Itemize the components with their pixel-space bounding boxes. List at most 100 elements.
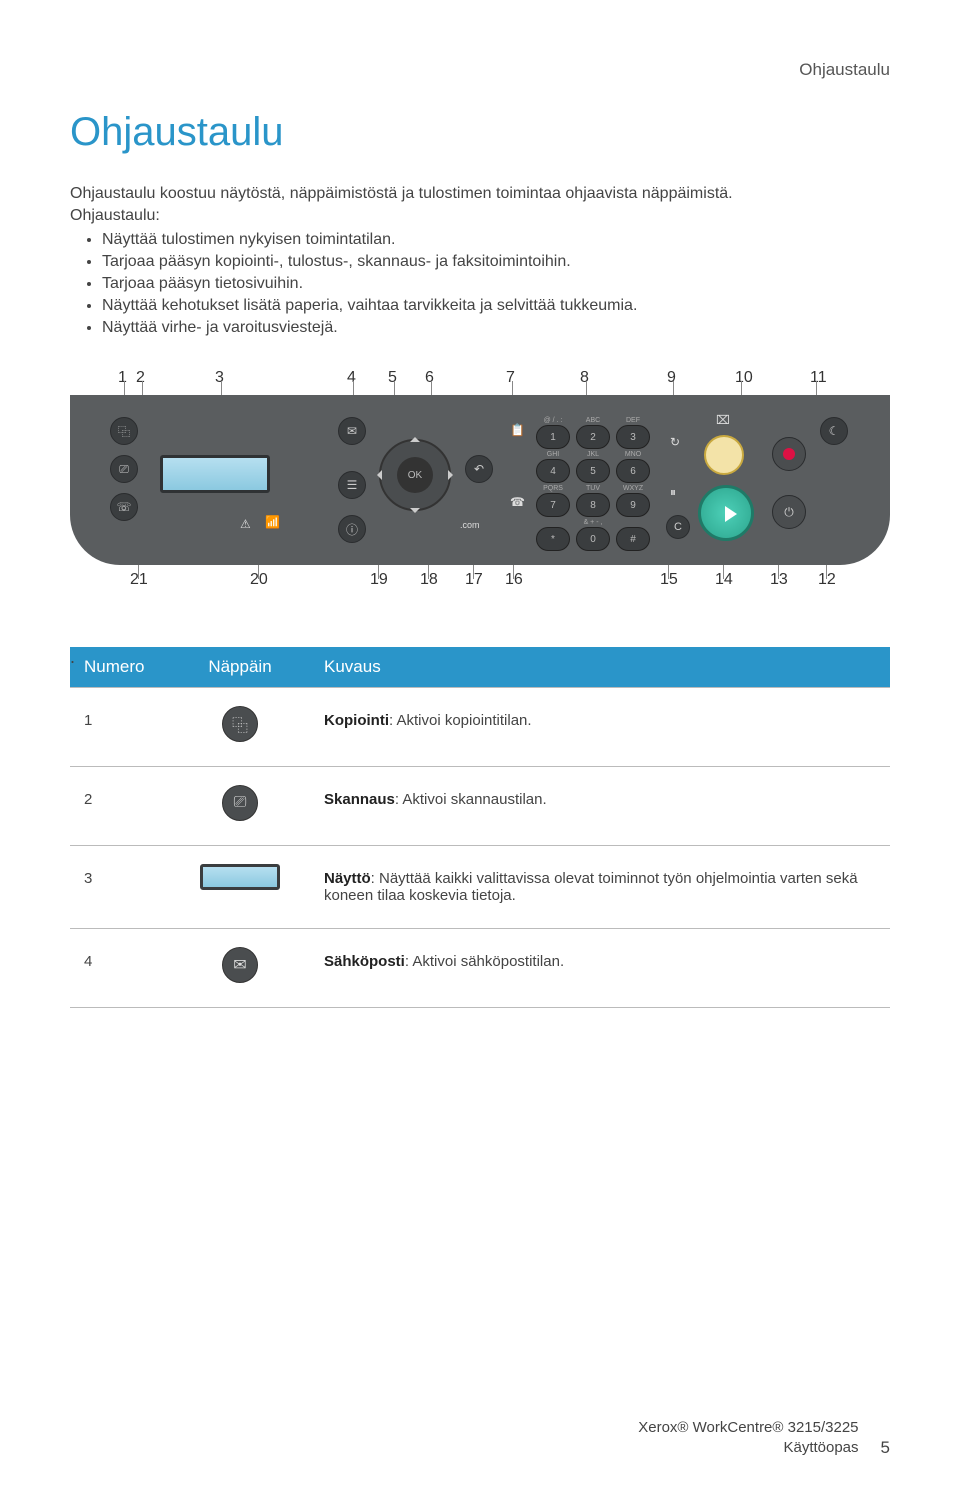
cell-number: 1 xyxy=(70,688,170,767)
callout-number: 17 xyxy=(465,571,483,589)
callout-number: 11 xyxy=(810,369,827,387)
clear-all-icon: ⌧ xyxy=(716,413,730,427)
email-icon: ✉ xyxy=(338,417,366,445)
info-icon: ⓘ xyxy=(338,515,366,543)
com-label: .com xyxy=(460,520,480,530)
keypad-key: * xyxy=(536,527,570,551)
redial-icon: ↻ xyxy=(670,435,680,449)
bottom-callouts: 21201918171615141312 xyxy=(70,571,890,597)
keypad-key: 4 xyxy=(536,459,570,483)
th-button: Näppäin xyxy=(170,647,310,688)
bullet-item: Tarjoaa pääsyn tietosivuihin. xyxy=(102,273,890,295)
cell-description: Näyttö: Näyttää kaikki valittavissa olev… xyxy=(310,846,890,929)
warning-icon: ⚠ xyxy=(240,517,251,531)
cell-icon: ⿻ xyxy=(170,688,310,767)
callout-number: 16 xyxy=(505,571,523,589)
callout-number: 9 xyxy=(667,369,676,387)
callout-number: 7 xyxy=(506,369,515,387)
power-button: ⏻ xyxy=(772,495,806,529)
keypad-key: 1 xyxy=(536,425,570,449)
callout-number: 12 xyxy=(818,571,836,589)
down-arrow-icon xyxy=(410,508,420,518)
cancel-red-button xyxy=(772,437,806,471)
keypad-key: 5 xyxy=(576,459,610,483)
callout-number: 19 xyxy=(370,571,388,589)
callout-number: 13 xyxy=(770,571,788,589)
cell-description: Sähköposti: Aktivoi sähköpostitilan. xyxy=(310,929,890,1008)
nav-ring: OK xyxy=(370,430,460,520)
footer-product: Xerox® WorkCentre® 3215/3225 xyxy=(638,1418,858,1438)
up-arrow-icon xyxy=(410,432,420,442)
period-marker: . xyxy=(70,647,75,668)
table-row: 3 Näyttö: Näyttää kaikki valittavissa ole… xyxy=(70,846,890,929)
bullet-list: Näyttää tulostimen nykyisen toimintatila… xyxy=(70,229,890,339)
page-footer: Xerox® WorkCentre® 3215/3225 Käyttöopas … xyxy=(70,1418,890,1459)
table-row: 2 ⎚ Skannaus: Aktivoi skannaustilan. xyxy=(70,767,890,846)
page-title: Ohjaustaulu xyxy=(70,110,890,155)
keypad-key: 9 xyxy=(616,493,650,517)
callout-number: 4 xyxy=(347,369,356,387)
bullet-item: Tarjoaa pääsyn kopiointi-, tulostus-, sk… xyxy=(102,251,890,273)
start-button xyxy=(698,485,754,541)
callout-number: 10 xyxy=(735,369,753,387)
cell-icon: ⎚ xyxy=(170,767,310,846)
intro-sub: Ohjaustaulu: xyxy=(70,207,890,225)
bullet-item: Näyttää tulostimen nykyisen toimintatila… xyxy=(102,229,890,251)
intro-text: Ohjaustaulu koostuu näytöstä, näppäimist… xyxy=(70,185,890,203)
eco-icon: ☾ xyxy=(820,417,848,445)
display-screen xyxy=(160,455,270,493)
menu-icon: ☰ xyxy=(338,471,366,499)
bullet-item: Näyttää virhe- ja varoitusviestejä. xyxy=(102,317,890,339)
cell-icon: ✉ xyxy=(170,929,310,1008)
copy-icon: ⿻ xyxy=(222,706,258,742)
footer-doc: Käyttöopas xyxy=(638,1438,858,1458)
scan-icon: ⎚ xyxy=(222,785,258,821)
top-callouts: 12 3 4 5 6 7 8 9 10 11 xyxy=(70,369,890,395)
cell-number: 2 xyxy=(70,767,170,846)
callout-number: 8 xyxy=(580,369,589,387)
cell-description: Skannaus: Aktivoi skannaustilan. xyxy=(310,767,890,846)
th-description: Kuvaus xyxy=(310,647,890,688)
bullet-item: Näyttää kehotukset lisätä paperia, vaiht… xyxy=(102,295,890,317)
callout-number: 1 xyxy=(118,369,127,387)
keypad-key: # xyxy=(616,527,650,551)
callout-number: 14 xyxy=(715,571,733,589)
copy-icon: ⿻ xyxy=(110,417,138,445)
email-icon: ✉ xyxy=(222,947,258,983)
keypad-key: 7 xyxy=(536,493,570,517)
callout-number: 3 xyxy=(215,369,224,387)
callout-number: 20 xyxy=(250,571,268,589)
keypad-key: 2 xyxy=(576,425,610,449)
keypad-key: 3 xyxy=(616,425,650,449)
cell-number: 4 xyxy=(70,929,170,1008)
clipboard-icon: 📋 xyxy=(510,423,525,437)
callout-number: 18 xyxy=(420,571,438,589)
back-icon: ↶ xyxy=(465,455,493,483)
callout-number: 21 xyxy=(130,571,148,589)
footer-page-number: 5 xyxy=(881,1438,890,1458)
keypad-key: 0 xyxy=(576,527,610,551)
keypad: @ / . :1ABC2DEF3GHI4JKL5MNO6PQRS7TUV8WXY… xyxy=(535,417,655,551)
running-header: Ohjaustaulu xyxy=(70,60,890,80)
keypad-key: 8 xyxy=(576,493,610,517)
callout-number: 2 xyxy=(136,369,145,387)
table-row: 4 ✉ Sähköposti: Aktivoi sähköpostitilan. xyxy=(70,929,890,1008)
fax-icon: ☏ xyxy=(110,493,138,521)
stop-button xyxy=(704,435,744,475)
cell-icon xyxy=(170,846,310,929)
callout-number: 6 xyxy=(425,369,434,387)
th-number: Numero xyxy=(70,647,170,688)
cell-number: 3 xyxy=(70,846,170,929)
button-description-table: Numero Näppäin Kuvaus 1 ⿻ Kopiointi: Aktiv… xyxy=(70,647,890,1008)
display-icon xyxy=(200,864,280,890)
control-panel-diagram: 1234567891011 ⿻ ⎚ ☏ ⚠ 📶 ✉ ☰ ⓘ OK ↶ xyxy=(70,369,890,597)
callout-number: 5 xyxy=(388,369,397,387)
table-row: 1 ⿻ Kopiointi: Aktivoi kopiointitilan. xyxy=(70,688,890,767)
wifi-icon: 📶 xyxy=(265,515,280,529)
cell-description: Kopiointi: Aktivoi kopiointitilan. xyxy=(310,688,890,767)
left-arrow-icon xyxy=(372,470,382,480)
keypad-key: 6 xyxy=(616,459,650,483)
c-button: C xyxy=(666,515,690,539)
pause-icon: ⏸ xyxy=(670,485,676,500)
addressbook-icon: ☎ xyxy=(510,495,525,509)
